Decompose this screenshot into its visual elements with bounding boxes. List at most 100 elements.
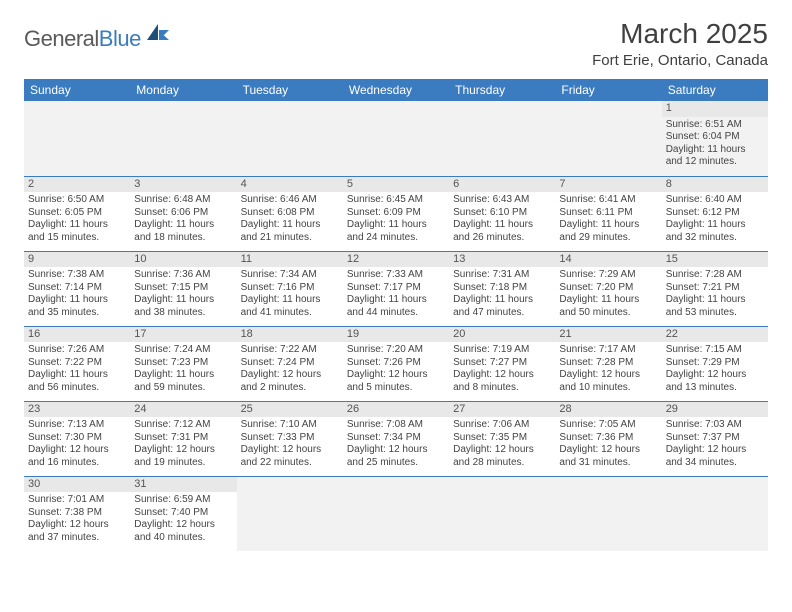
sunset-text: Sunset: 7:20 PM [559, 282, 657, 295]
day-cell: 26Sunrise: 7:08 AMSunset: 7:34 PMDayligh… [343, 401, 449, 476]
sunset-text: Sunset: 7:38 PM [28, 507, 126, 520]
title-block: March 2025 Fort Erie, Ontario, Canada [592, 18, 768, 69]
daylight-text: Daylight: 11 hours [666, 219, 764, 232]
daylight-text: and 5 minutes. [347, 382, 445, 395]
day-cell: 13Sunrise: 7:31 AMSunset: 7:18 PMDayligh… [449, 251, 555, 326]
week-row: 9Sunrise: 7:38 AMSunset: 7:14 PMDaylight… [24, 251, 768, 326]
sunrise-text: Sunrise: 7:05 AM [559, 419, 657, 432]
week-row: 16Sunrise: 7:26 AMSunset: 7:22 PMDayligh… [24, 326, 768, 401]
sunset-text: Sunset: 7:24 PM [241, 357, 339, 370]
day-number: 13 [449, 252, 555, 268]
sunrise-text: Sunrise: 7:15 AM [666, 344, 764, 357]
daylight-text: and 22 minutes. [241, 457, 339, 470]
day-number: 21 [555, 327, 661, 343]
daylight-text: and 2 minutes. [241, 382, 339, 395]
daylight-text: and 21 minutes. [241, 232, 339, 245]
sunrise-text: Sunrise: 6:51 AM [666, 119, 764, 132]
day-cell: 19Sunrise: 7:20 AMSunset: 7:26 PMDayligh… [343, 326, 449, 401]
sunset-text: Sunset: 6:08 PM [241, 207, 339, 220]
day-cell: 21Sunrise: 7:17 AMSunset: 7:28 PMDayligh… [555, 326, 661, 401]
sunrise-text: Sunrise: 7:22 AM [241, 344, 339, 357]
day-cell: 25Sunrise: 7:10 AMSunset: 7:33 PMDayligh… [237, 401, 343, 476]
sunset-text: Sunset: 6:10 PM [453, 207, 551, 220]
day-number: 4 [237, 177, 343, 193]
day-number: 3 [130, 177, 236, 193]
day-cell: 5Sunrise: 6:45 AMSunset: 6:09 PMDaylight… [343, 176, 449, 251]
logo-text: GeneralBlue [24, 26, 141, 52]
daylight-text: Daylight: 11 hours [453, 219, 551, 232]
day-number: 22 [662, 327, 768, 343]
day-cell: 23Sunrise: 7:13 AMSunset: 7:30 PMDayligh… [24, 401, 130, 476]
day-cell: 7Sunrise: 6:41 AMSunset: 6:11 PMDaylight… [555, 176, 661, 251]
calendar-page: GeneralBlue March 2025 Fort Erie, Ontari… [0, 0, 792, 561]
daylight-text: and 16 minutes. [28, 457, 126, 470]
sail-icon [145, 22, 171, 45]
day-cell: 24Sunrise: 7:12 AMSunset: 7:31 PMDayligh… [130, 401, 236, 476]
week-row: 1Sunrise: 6:51 AMSunset: 6:04 PMDaylight… [24, 101, 768, 176]
sunset-text: Sunset: 7:31 PM [134, 432, 232, 445]
daylight-text: Daylight: 12 hours [347, 444, 445, 457]
day-number: 24 [130, 402, 236, 418]
daylight-text: Daylight: 11 hours [666, 294, 764, 307]
sunrise-text: Sunrise: 7:28 AM [666, 269, 764, 282]
sunset-text: Sunset: 6:09 PM [347, 207, 445, 220]
day-number: 10 [130, 252, 236, 268]
week-row: 30Sunrise: 7:01 AMSunset: 7:38 PMDayligh… [24, 476, 768, 551]
day-number: 27 [449, 402, 555, 418]
day-cell: 22Sunrise: 7:15 AMSunset: 7:29 PMDayligh… [662, 326, 768, 401]
sunset-text: Sunset: 6:06 PM [134, 207, 232, 220]
daylight-text: and 29 minutes. [559, 232, 657, 245]
daylight-text: and 38 minutes. [134, 307, 232, 320]
col-friday: Friday [555, 79, 661, 101]
sunset-text: Sunset: 7:35 PM [453, 432, 551, 445]
sunset-text: Sunset: 7:14 PM [28, 282, 126, 295]
col-sunday: Sunday [24, 79, 130, 101]
day-number: 11 [237, 252, 343, 268]
logo-word-2: Blue [99, 26, 141, 51]
daylight-text: Daylight: 12 hours [28, 519, 126, 532]
calendar-table: Sunday Monday Tuesday Wednesday Thursday… [24, 79, 768, 551]
day-number: 19 [343, 327, 449, 343]
day-cell [449, 476, 555, 551]
sunset-text: Sunset: 7:33 PM [241, 432, 339, 445]
sunrise-text: Sunrise: 7:19 AM [453, 344, 551, 357]
daylight-text: Daylight: 11 hours [28, 294, 126, 307]
sunrise-text: Sunrise: 7:26 AM [28, 344, 126, 357]
day-cell: 28Sunrise: 7:05 AMSunset: 7:36 PMDayligh… [555, 401, 661, 476]
day-number: 23 [24, 402, 130, 418]
sunrise-text: Sunrise: 7:24 AM [134, 344, 232, 357]
sunset-text: Sunset: 7:16 PM [241, 282, 339, 295]
daylight-text: Daylight: 12 hours [559, 369, 657, 382]
sunrise-text: Sunrise: 6:59 AM [134, 494, 232, 507]
daylight-text: and 40 minutes. [134, 532, 232, 545]
week-row: 2Sunrise: 6:50 AMSunset: 6:05 PMDaylight… [24, 176, 768, 251]
sunset-text: Sunset: 6:12 PM [666, 207, 764, 220]
day-cell: 1Sunrise: 6:51 AMSunset: 6:04 PMDaylight… [662, 101, 768, 176]
day-number: 29 [662, 402, 768, 418]
daylight-text: and 37 minutes. [28, 532, 126, 545]
day-number: 30 [24, 477, 130, 493]
daylight-text: Daylight: 11 hours [134, 294, 232, 307]
day-number: 15 [662, 252, 768, 268]
day-number: 9 [24, 252, 130, 268]
sunrise-text: Sunrise: 7:33 AM [347, 269, 445, 282]
daylight-text: and 26 minutes. [453, 232, 551, 245]
day-number: 5 [343, 177, 449, 193]
day-number: 26 [343, 402, 449, 418]
day-cell [449, 101, 555, 176]
col-monday: Monday [130, 79, 236, 101]
day-cell [237, 476, 343, 551]
daylight-text: Daylight: 12 hours [453, 369, 551, 382]
sunrise-text: Sunrise: 6:40 AM [666, 194, 764, 207]
daylight-text: and 8 minutes. [453, 382, 551, 395]
sunset-text: Sunset: 7:34 PM [347, 432, 445, 445]
day-number: 31 [130, 477, 236, 493]
daylight-text: Daylight: 11 hours [134, 369, 232, 382]
day-cell [237, 101, 343, 176]
week-row: 23Sunrise: 7:13 AMSunset: 7:30 PMDayligh… [24, 401, 768, 476]
day-cell: 9Sunrise: 7:38 AMSunset: 7:14 PMDaylight… [24, 251, 130, 326]
day-number: 1 [662, 101, 768, 117]
daylight-text: Daylight: 12 hours [559, 444, 657, 457]
sunrise-text: Sunrise: 7:29 AM [559, 269, 657, 282]
sunrise-text: Sunrise: 7:31 AM [453, 269, 551, 282]
